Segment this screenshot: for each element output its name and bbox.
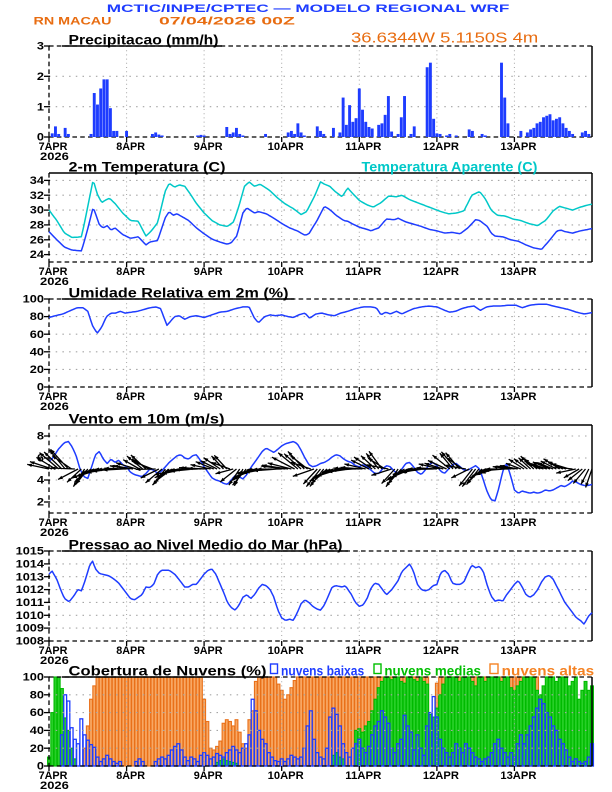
svg-text:3: 3 <box>37 41 44 53</box>
svg-text:1013: 1013 <box>16 571 44 583</box>
svg-text:10APR: 10APR <box>268 517 304 529</box>
svg-text:8APR: 8APR <box>116 517 145 529</box>
svg-text:28: 28 <box>30 220 44 232</box>
svg-text:8: 8 <box>37 431 44 443</box>
svg-text:Umidade Relativa em 2m (%): Umidade Relativa em 2m (%) <box>69 286 289 301</box>
svg-text:2026: 2026 <box>40 655 69 667</box>
svg-text:20: 20 <box>30 364 44 376</box>
svg-text:13APR: 13APR <box>500 266 536 278</box>
svg-text:11APR: 11APR <box>345 517 381 529</box>
svg-text:Precipitacao (mm/h): Precipitacao (mm/h) <box>69 33 219 48</box>
svg-text:0: 0 <box>37 761 44 773</box>
svg-text:2-m Temperatura (C): 2-m Temperatura (C) <box>69 160 226 175</box>
svg-text:12APR: 12APR <box>423 517 459 529</box>
svg-text:2026: 2026 <box>40 276 69 288</box>
svg-text:8APR: 8APR <box>116 645 145 657</box>
svg-text:2026: 2026 <box>40 780 69 792</box>
svg-text:nuvens medias: nuvens medias <box>384 664 481 679</box>
svg-text:9APR: 9APR <box>194 517 223 529</box>
svg-text:Temperatura Aparente (C): Temperatura Aparente (C) <box>362 160 538 175</box>
svg-text:1011: 1011 <box>16 597 44 609</box>
svg-text:2026: 2026 <box>40 151 69 163</box>
svg-text:100: 100 <box>23 294 44 306</box>
svg-text:9APR: 9APR <box>194 391 223 403</box>
svg-text:12APR: 12APR <box>423 391 459 403</box>
svg-text:7APR: 7APR <box>39 770 68 782</box>
svg-text:11APR: 11APR <box>345 391 381 403</box>
svg-text:7APR: 7APR <box>39 517 68 529</box>
svg-text:13APR: 13APR <box>500 391 536 403</box>
svg-text:13APR: 13APR <box>500 645 536 657</box>
svg-text:13APR: 13APR <box>500 770 536 782</box>
svg-text:1015: 1015 <box>16 546 44 558</box>
svg-text:0: 0 <box>37 382 44 394</box>
svg-text:9APR: 9APR <box>194 266 223 278</box>
svg-text:7APR: 7APR <box>39 645 68 657</box>
svg-text:1009: 1009 <box>16 623 44 635</box>
svg-text:12APR: 12APR <box>423 645 459 657</box>
svg-text:12APR: 12APR <box>423 770 459 782</box>
svg-text:10APR: 10APR <box>268 645 304 657</box>
svg-text:40: 40 <box>30 346 44 358</box>
svg-text:1008: 1008 <box>16 636 44 648</box>
svg-text:MCTIC/INPE/CPTEC — MODELO REGI: MCTIC/INPE/CPTEC — MODELO REGIONAL WRF <box>107 3 510 15</box>
svg-text:60: 60 <box>30 329 44 341</box>
svg-text:8APR: 8APR <box>116 266 145 278</box>
svg-text:11APR: 11APR <box>345 645 381 657</box>
svg-text:Pressao ao Nivel Medio do Mar: Pressao ao Nivel Medio do Mar (hPa) <box>69 538 343 553</box>
svg-text:2: 2 <box>37 497 44 509</box>
svg-text:07/04/2026 00Z: 07/04/2026 00Z <box>159 16 295 28</box>
svg-text:10APR: 10APR <box>268 770 304 782</box>
svg-text:36.6344W 5.1150S 4m: 36.6344W 5.1150S 4m <box>351 31 538 47</box>
svg-text:2: 2 <box>37 71 44 83</box>
svg-text:7APR: 7APR <box>39 391 68 403</box>
svg-text:30: 30 <box>30 205 44 217</box>
svg-text:7APR: 7APR <box>39 141 68 153</box>
svg-text:12APR: 12APR <box>423 266 459 278</box>
svg-text:13APR: 13APR <box>500 141 536 153</box>
svg-text:80: 80 <box>30 311 44 323</box>
svg-text:9APR: 9APR <box>194 645 223 657</box>
svg-text:4: 4 <box>37 475 45 487</box>
svg-text:34: 34 <box>30 175 45 187</box>
svg-text:13APR: 13APR <box>500 517 536 529</box>
svg-text:nuvens altas: nuvens altas <box>502 664 594 679</box>
svg-text:0: 0 <box>37 132 44 144</box>
svg-text:8APR: 8APR <box>116 141 145 153</box>
svg-text:8APR: 8APR <box>116 391 145 403</box>
svg-text:Cobertura de Nuvens (%): Cobertura de Nuvens (%) <box>69 664 267 679</box>
svg-text:10APR: 10APR <box>268 141 304 153</box>
svg-text:1010: 1010 <box>16 610 44 622</box>
svg-text:Vento em 10m (m/s): Vento em 10m (m/s) <box>69 412 225 427</box>
svg-text:1: 1 <box>37 101 44 113</box>
svg-text:9APR: 9APR <box>194 770 223 782</box>
svg-text:80: 80 <box>30 689 44 701</box>
svg-text:2026: 2026 <box>40 527 69 539</box>
svg-text:9APR: 9APR <box>194 141 223 153</box>
svg-text:nuvens baixas: nuvens baixas <box>281 664 364 679</box>
svg-text:8APR: 8APR <box>116 770 145 782</box>
svg-text:60: 60 <box>30 707 44 719</box>
svg-text:10APR: 10APR <box>268 266 304 278</box>
svg-text:26: 26 <box>30 234 44 246</box>
svg-text:7APR: 7APR <box>39 266 68 278</box>
svg-text:24: 24 <box>30 249 45 261</box>
svg-text:RN MACAU: RN MACAU <box>34 16 112 28</box>
svg-text:11APR: 11APR <box>345 266 381 278</box>
svg-text:11APR: 11APR <box>345 141 381 153</box>
svg-text:11APR: 11APR <box>345 770 381 782</box>
svg-text:100: 100 <box>23 672 44 684</box>
svg-text:20: 20 <box>30 743 44 755</box>
svg-text:12APR: 12APR <box>423 141 459 153</box>
svg-text:2026: 2026 <box>40 401 69 413</box>
svg-text:1012: 1012 <box>16 584 44 596</box>
svg-text:40: 40 <box>30 725 44 737</box>
svg-text:10APR: 10APR <box>268 391 304 403</box>
svg-text:1014: 1014 <box>16 559 45 571</box>
svg-text:32: 32 <box>30 190 44 202</box>
